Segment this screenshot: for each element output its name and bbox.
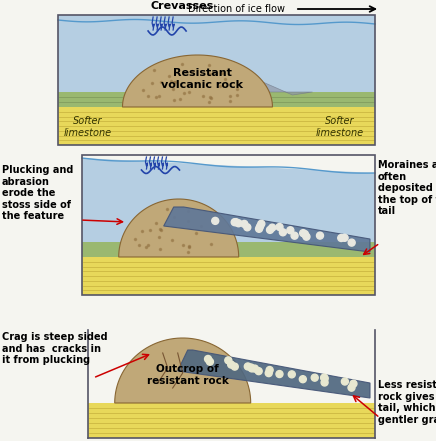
Polygon shape xyxy=(82,242,375,257)
Circle shape xyxy=(244,363,251,370)
Circle shape xyxy=(258,220,265,227)
Polygon shape xyxy=(88,403,375,438)
Bar xyxy=(82,155,375,295)
Circle shape xyxy=(228,361,235,368)
Circle shape xyxy=(276,370,283,377)
Text: Softer
limestone: Softer limestone xyxy=(64,116,112,138)
Polygon shape xyxy=(123,55,272,107)
Circle shape xyxy=(241,220,248,228)
Circle shape xyxy=(321,375,328,382)
Circle shape xyxy=(301,231,308,238)
Circle shape xyxy=(338,235,345,242)
Circle shape xyxy=(206,358,214,365)
Circle shape xyxy=(212,217,219,224)
Circle shape xyxy=(266,226,273,233)
Circle shape xyxy=(288,371,295,378)
Text: Softer
limestone: Softer limestone xyxy=(316,116,364,138)
Polygon shape xyxy=(82,158,375,242)
Circle shape xyxy=(303,233,310,240)
Circle shape xyxy=(232,219,239,226)
Circle shape xyxy=(350,380,357,387)
Circle shape xyxy=(317,232,324,239)
Polygon shape xyxy=(178,350,370,398)
Circle shape xyxy=(249,365,255,372)
Circle shape xyxy=(266,366,273,374)
Circle shape xyxy=(269,224,276,231)
Text: Outcrop of
resistant rock: Outcrop of resistant rock xyxy=(147,364,228,386)
Polygon shape xyxy=(164,207,370,252)
Text: Crevasses: Crevasses xyxy=(150,1,214,11)
Circle shape xyxy=(279,229,286,236)
Circle shape xyxy=(348,384,355,391)
Text: Resistant
volcanic rock: Resistant volcanic rock xyxy=(161,68,243,90)
Polygon shape xyxy=(58,92,375,107)
Circle shape xyxy=(231,363,238,370)
Circle shape xyxy=(291,232,298,239)
Text: Less resistant
rock gives the
tail, which has a
gentler gradient: Less resistant rock gives the tail, whic… xyxy=(378,380,436,425)
Polygon shape xyxy=(127,60,313,99)
Polygon shape xyxy=(115,338,251,403)
Text: Crag is steep sided
and has  cracks in
it from plucking: Crag is steep sided and has cracks in it… xyxy=(2,332,108,365)
Circle shape xyxy=(276,224,283,231)
Circle shape xyxy=(231,219,238,226)
Text: Moraines are
often
deposited on
the top of the
tail: Moraines are often deposited on the top … xyxy=(378,160,436,217)
Circle shape xyxy=(300,376,307,383)
Circle shape xyxy=(300,230,307,237)
Circle shape xyxy=(348,239,355,246)
Circle shape xyxy=(320,374,327,381)
Polygon shape xyxy=(58,15,375,92)
Circle shape xyxy=(341,378,348,385)
Polygon shape xyxy=(58,107,375,145)
Circle shape xyxy=(287,227,294,234)
Bar xyxy=(58,15,375,145)
Circle shape xyxy=(255,368,262,375)
Circle shape xyxy=(235,220,242,227)
Text: Plucking and
abrasion
erode the
stoss side of
the feature: Plucking and abrasion erode the stoss si… xyxy=(2,165,73,221)
Polygon shape xyxy=(119,199,238,257)
Circle shape xyxy=(248,364,255,371)
Text: Direction of ice flow: Direction of ice flow xyxy=(188,4,285,14)
Circle shape xyxy=(252,365,259,372)
Circle shape xyxy=(255,225,262,232)
Circle shape xyxy=(321,379,328,386)
Circle shape xyxy=(225,357,232,364)
Circle shape xyxy=(204,355,211,363)
Circle shape xyxy=(341,234,348,241)
Polygon shape xyxy=(82,257,375,295)
Circle shape xyxy=(244,224,251,231)
Circle shape xyxy=(311,374,318,381)
Circle shape xyxy=(256,223,263,230)
Circle shape xyxy=(265,370,272,377)
